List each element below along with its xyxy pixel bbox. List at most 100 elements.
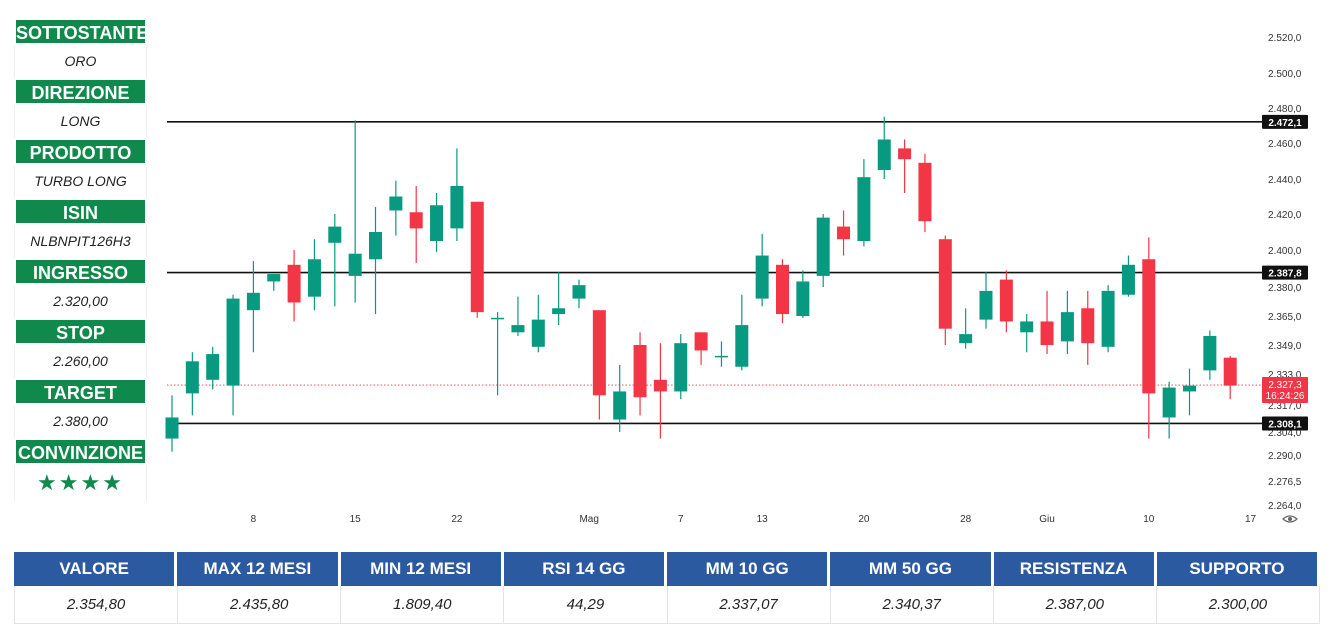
y-tick-label: 2.276,5 [1268,477,1302,488]
y-axis: 2.520,0 2.500,0 2.480,0 2.460,0 2.440,0 2.420… [1268,33,1302,512]
label-direzione: DIREZIONE [14,78,147,105]
y-tick-label: 2.264,0 [1268,501,1302,512]
x-tick-label: Giu [1039,514,1055,525]
candle-body [226,298,240,386]
candle-body [1020,321,1034,333]
candle-body [1101,290,1115,347]
conviction-stars: ★★★★ [14,465,147,501]
y-tick-label: 2.440,0 [1268,175,1302,186]
candle-body [165,417,179,439]
y-tick-label: 2.480,0 [1268,104,1302,115]
y-tick-label: 2.317,0 [1268,401,1302,412]
x-axis: 8 15 22 Mag 7 13 20 28 Giu 10 17 [251,514,1257,525]
candle-body [592,310,606,396]
y-tick-label: 2.400,0 [1268,246,1302,257]
candle-body [185,361,199,394]
candle-body [938,239,952,329]
candle-body [1183,385,1196,392]
candle-body [877,139,891,170]
x-tick-label: 13 [757,514,769,525]
candle-body [491,317,505,320]
candle-body [1081,308,1095,344]
y-tick-label: 2.349,0 [1268,341,1302,352]
candle-body [1223,357,1237,386]
candle-body [246,292,260,311]
stats-header-row: VALORE MAX 12 MESI MIN 12 MESI RSI 14 GG… [14,552,1320,586]
y-tick-label: 2.500,0 [1268,69,1302,80]
x-tick-label: 7 [678,514,684,525]
level-badge [1262,114,1308,129]
candle-body [959,334,973,344]
value-direzione: LONG [14,105,147,138]
price-badges: 2.472,1 2.387,8 2.308,1 2.327,316:24:26 [1262,114,1308,431]
candlestick-chart: 2.520,0 2.500,0 2.480,0 2.460,0 2.440,0 2.420… [165,33,1308,525]
candle-body [918,162,932,222]
candle-body [1121,264,1135,295]
candle-body [531,319,545,347]
candle-body [287,264,301,303]
value-isin: NLBNPIT126H3 [14,225,147,258]
candles-layer [165,116,1237,452]
candle-body [653,379,667,392]
value-stop: 2.260,00 [14,345,147,378]
candle-body [511,325,525,333]
stats-header: MIN 12 MESI [340,552,504,586]
candle-body [1142,259,1156,394]
label-prodotto: PRODOTTO [14,138,147,165]
stats-header: MM 50 GG [830,552,994,586]
instrument-info-panel: SOTTOSTANTE ORO DIREZIONE LONG PRODOTTO … [14,18,148,501]
candle-body [307,259,321,297]
last-price-label: 2.327,3 [1268,380,1302,391]
candle-body [348,253,362,276]
candle-body [1060,312,1074,342]
stats-value: 2.337,07 [667,586,831,624]
value-prodotto: TURBO LONG [14,165,147,198]
value-target: 2.380,00 [14,405,147,438]
level-badge [1262,416,1308,431]
candle-body [694,332,708,351]
candle-body [267,274,281,282]
candle-body [572,285,586,299]
candle-body [206,354,220,380]
label-isin: ISIN [14,198,147,225]
stats-value: 2.340,37 [830,586,994,624]
candle-body [714,355,728,358]
y-tick-label: 2.420,0 [1268,210,1302,221]
candle-body [1040,321,1054,345]
last-price-badge [1262,377,1308,404]
x-tick-label: 17 [1245,514,1257,525]
candle-body [898,148,912,160]
candle-body [837,226,851,240]
label-stop: STOP [14,318,147,345]
stats-value: 2.300,00 [1156,586,1320,624]
stats-table: VALORE MAX 12 MESI MIN 12 MESI RSI 14 GG… [14,552,1320,624]
stats-value: 1.809,40 [341,586,505,624]
level-badge [1262,265,1308,280]
candle-body [552,308,566,315]
y-tick-label: 2.304,0 [1268,428,1302,439]
candle-body [450,186,464,229]
candle-body [389,196,403,211]
stats-header: VALORE [14,552,178,586]
candle-body [999,279,1013,322]
x-tick-label: 10 [1143,514,1155,525]
candle-body [430,205,444,241]
y-tick-label: 2.380,0 [1268,283,1302,294]
value-sottostante: ORO [14,45,147,78]
candle-body [857,177,871,241]
label-convinzione: CONVINZIONE [14,438,147,465]
candle-body [633,345,647,398]
x-tick-label: Mag [579,514,598,525]
stats-header: RESISTENZA [993,552,1157,586]
stats-header: RSI 14 GG [503,552,667,586]
stats-value: 2.435,80 [178,586,342,624]
candle-body [674,343,688,392]
level-badge-label: 2.308,1 [1268,419,1302,430]
stats-header: MAX 12 MESI [177,552,341,586]
eye-icon[interactable] [1282,515,1298,523]
x-tick-label: 20 [858,514,870,525]
candle-body [1162,387,1176,418]
candle-body [1203,335,1217,371]
label-target: TARGET [14,378,147,405]
x-tick-label: 15 [350,514,362,525]
